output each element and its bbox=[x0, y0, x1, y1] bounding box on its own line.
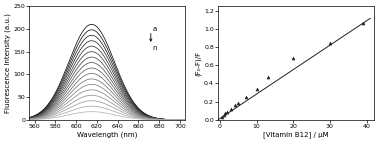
Point bbox=[228, 108, 234, 110]
Point bbox=[360, 22, 366, 25]
Point bbox=[290, 57, 296, 59]
Point bbox=[265, 76, 271, 78]
Point bbox=[243, 96, 249, 98]
Text: n: n bbox=[152, 45, 157, 51]
Point bbox=[221, 114, 227, 116]
Point bbox=[232, 104, 238, 106]
X-axis label: [Vitamin B12] / μM: [Vitamin B12] / μM bbox=[263, 131, 329, 138]
Point bbox=[224, 110, 230, 113]
Point bbox=[222, 112, 228, 115]
Point bbox=[219, 116, 225, 118]
Point bbox=[235, 101, 241, 104]
Point bbox=[327, 42, 333, 45]
Y-axis label: Fluorescence Intensity (a.u.): Fluorescence Intensity (a.u.) bbox=[4, 13, 11, 113]
Text: a: a bbox=[152, 26, 156, 32]
X-axis label: Wavelength (nm): Wavelength (nm) bbox=[77, 131, 137, 138]
Point bbox=[254, 88, 260, 90]
Y-axis label: (F₀-F)/F: (F₀-F)/F bbox=[195, 50, 201, 76]
